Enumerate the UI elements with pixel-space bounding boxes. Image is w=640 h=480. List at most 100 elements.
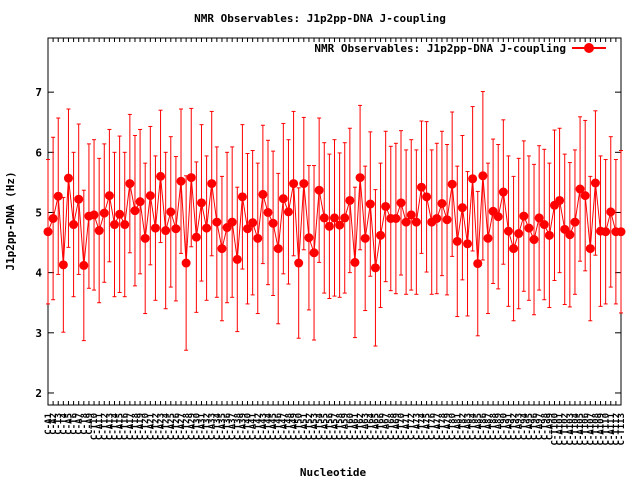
data-point [207,179,217,189]
x-tick-label: C-A49 [290,413,300,440]
x-tick-label: C-T48 [284,413,294,440]
data-point [503,226,513,236]
x-tick-label: C-A9 [85,413,95,435]
data-point [360,233,370,243]
data-point [324,221,334,231]
x-axis: C-A1C-A2C-T3C-T4C-A5C-T6C-A7C-T8C-A9C-T1… [44,38,627,446]
y-tick-label: 6 [35,146,42,159]
data-point [217,244,227,254]
x-tick-label: C-A57 [331,413,341,440]
x-tick-label: C-A79 [443,413,453,440]
x-tick-label: C-T24 [162,412,172,440]
x-tick-label: C-A85 [474,413,484,440]
x-tick-label: C-T42 [254,413,264,440]
x-tick-label: C-T10 [90,413,100,440]
data-point [509,244,519,254]
data-point [314,185,324,195]
data-point [156,171,166,181]
y-tick-label: 3 [35,327,42,340]
data-point [283,207,293,217]
data-point [120,220,130,230]
x-tick-label: C-A45 [269,413,279,440]
data-point [140,233,150,243]
x-tick-label: C-T72 [407,413,417,440]
x-tick-label: C-A59 [341,413,351,440]
data-point [565,230,575,240]
data-point [69,220,79,230]
x-tick-label: C-A97 [535,413,545,440]
data-point [243,224,253,234]
x-tick-label: C-A69 [392,413,402,440]
x-tick-label: C-T92 [510,413,520,440]
x-tick-label: C-A61 [351,413,361,440]
data-point [606,207,616,217]
x-tick-label: C-T46 [274,413,284,440]
x-tick-label: C-A31 [197,413,207,440]
x-tick-label: C-T80 [448,413,458,440]
data-point [74,194,84,204]
x-tick-label: C-A21 [146,413,156,440]
x-tick-label: C-A39 [238,413,248,440]
x-tick-label: C-T86 [479,413,489,440]
data-point [99,208,109,218]
x-tick-label: C-T66 [377,413,387,440]
data-point [524,223,534,233]
data-point [186,173,196,183]
data-point [79,260,89,270]
x-tick-label: C-A101 [556,413,566,446]
x-tick-label: C-A103 [566,413,576,446]
x-tick-label: C-A47 [279,413,289,440]
x-tick-label: C-A109 [597,413,607,446]
data-point [555,195,565,205]
x-tick-label: C-A41 [249,413,259,440]
legend: NMR Observables: J1p2pp-DNA J-coupling [314,42,606,55]
y-tick-label: 4 [35,267,42,280]
x-tick-label: C-T62 [356,413,366,440]
x-tick-label: C-T68 [387,413,397,440]
x-tick-label: C-A33 [208,413,218,440]
x-tick-label: C-T32 [203,413,213,440]
x-tick-label: C-A67 [382,413,392,440]
data-point [355,173,365,183]
data-point [493,212,503,222]
x-tick-label: C-A89 [494,413,504,440]
x-tick-label: C-T16 [121,413,131,440]
data-point [539,220,549,230]
x-tick-label: C-A35 [218,413,228,440]
data-point [601,227,611,237]
data-point [457,203,467,213]
data-point [534,213,544,223]
x-tick-label: C-T28 [182,413,192,440]
x-tick-label: C-A17 [126,413,136,440]
data-point [519,211,529,221]
x-tick-label: C-T64 [366,412,376,440]
x-tick-label: C-A83 [464,413,474,440]
data-point [335,220,345,230]
x-tick-label: C-A37 [228,413,238,440]
x-tick-label: C-T82 [458,413,468,440]
data-point [263,207,273,217]
data-point [483,233,493,243]
data-point [196,198,206,208]
x-tick-label: C-T14 [111,412,121,440]
data-point [58,260,68,270]
x-tick-label: C-T3 [54,413,64,435]
data-point [115,209,125,219]
data-point [294,258,304,268]
data-point [191,232,201,242]
data-point [432,213,442,223]
x-tick-label: C-T22 [151,413,161,440]
data-point [340,213,350,223]
x-tick-label: C-T106 [581,413,591,446]
x-tick-label: C-T20 [141,413,151,440]
x-tick-label: C-T34 [213,412,223,440]
x-tick-label: C-T84 [469,412,479,440]
data-point [391,213,401,223]
data-point [125,179,135,189]
data-point [104,191,114,201]
x-tick-label: C-A19 [136,413,146,440]
data-point [150,223,160,233]
x-tick-label: C-T110 [602,413,612,446]
data-point [273,244,283,254]
